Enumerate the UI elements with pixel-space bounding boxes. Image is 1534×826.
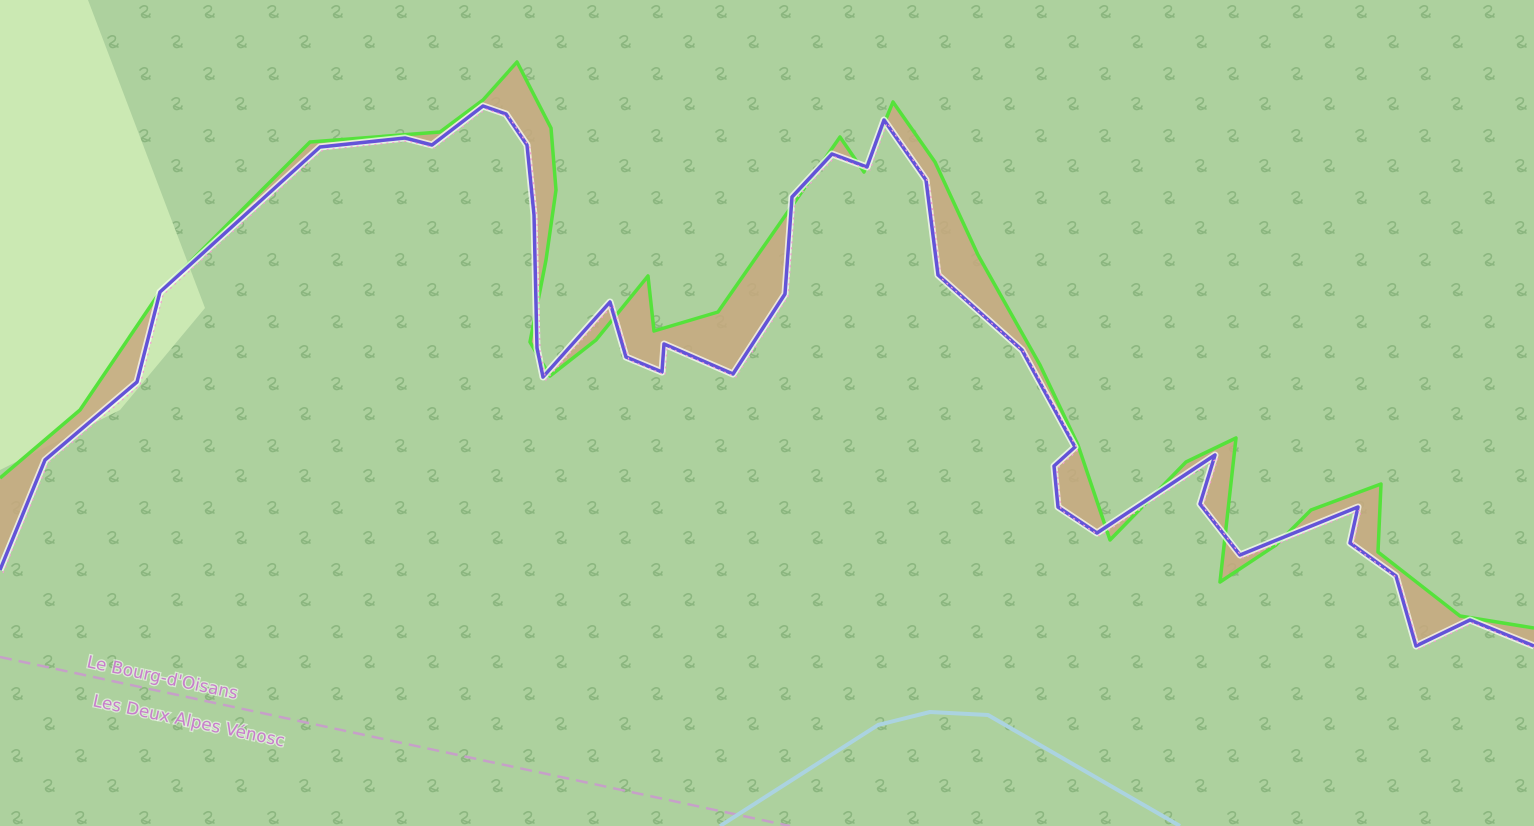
boundary-line-green bbox=[0, 60, 1534, 630]
boundary-line-dotted bbox=[2, 108, 1534, 650]
admin-boundary-line bbox=[0, 655, 791, 826]
boundary-line-purple bbox=[0, 104, 1534, 648]
scrub-area bbox=[0, 0, 205, 470]
stream-line bbox=[718, 710, 1182, 826]
